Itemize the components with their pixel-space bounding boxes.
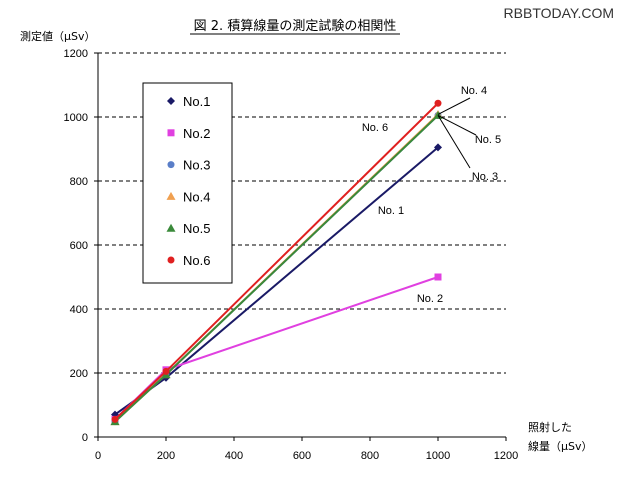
annotation-label-no3: No. 3 xyxy=(472,171,498,183)
x-axis-label-line2: 線量（μSv） xyxy=(528,439,593,453)
x-tick-label-600: 600 xyxy=(293,450,311,462)
y-tick-label-1000: 1000 xyxy=(64,112,88,124)
data-point-no2-2 xyxy=(434,273,442,281)
x-tick-label-400: 400 xyxy=(225,450,243,462)
legend-marker-no1 xyxy=(167,97,175,105)
x-tick-label-1200: 1200 xyxy=(494,450,518,462)
x-tick-label-1000: 1000 xyxy=(426,450,450,462)
y-tick-label-1200: 1200 xyxy=(64,48,88,60)
x-tick-label-0: 0 xyxy=(95,450,101,462)
legend-marker-no3 xyxy=(167,161,175,169)
data-point-no6-1 xyxy=(162,367,170,375)
annotation-label-no6: No. 6 xyxy=(362,122,388,134)
legend-marker-no2 xyxy=(167,129,175,137)
y-axis-label: 測定値（μSv） xyxy=(20,29,96,43)
legend-label-no1: No.1 xyxy=(183,94,210,109)
legend-label-no5: No.5 xyxy=(183,221,210,236)
annotation-label-no4: No. 4 xyxy=(461,85,487,97)
x-axis-label-line1: 照射した xyxy=(528,420,572,434)
series-lines xyxy=(110,99,443,426)
y-tick-label-0: 0 xyxy=(82,432,88,444)
annotation-label-no5: No. 5 xyxy=(475,134,501,146)
series-line-no2 xyxy=(114,276,439,421)
y-tick-label-600: 600 xyxy=(70,240,88,252)
legend-label-no2: No.2 xyxy=(183,126,210,141)
watermark: RBBTODAY.COM xyxy=(504,5,614,21)
y-tick-label-400: 400 xyxy=(70,304,88,316)
y-tick-label-800: 800 xyxy=(70,176,88,188)
chart-title: 図 2. 積算線量の測定試験の相関性 xyxy=(194,18,397,34)
legend-marker-no4 xyxy=(166,191,176,200)
legend-label-no6: No.6 xyxy=(183,253,210,268)
axes: 0 200 400 600 800 1000 1200 0 200 400 600 800 1000 12… xyxy=(64,48,519,462)
legend: No.1 No.2 No.3 No.4 No.5 No.6 xyxy=(142,82,233,284)
data-point-no6-2 xyxy=(434,99,442,107)
annotation-leader-no5 xyxy=(437,114,477,136)
annotation-label-no2: No. 2 xyxy=(417,293,443,305)
legend-marker-no5 xyxy=(166,223,176,232)
annotations: No. 4 No. 6 No. 5 No. 3 No. 1 No. 2 xyxy=(362,85,501,305)
legend-box xyxy=(142,82,233,284)
annotation-leader-no4 xyxy=(437,97,471,115)
x-tick-label-200: 200 xyxy=(157,450,175,462)
data-point-no6-0 xyxy=(111,415,119,423)
data-point-no1-2 xyxy=(434,143,442,152)
legend-label-no4: No.4 xyxy=(183,189,210,204)
legend-label-no3: No.3 xyxy=(183,158,210,173)
annotation-label-no1: No. 1 xyxy=(378,205,404,217)
legend-marker-no6 xyxy=(167,256,175,264)
x-tick-label-800: 800 xyxy=(361,450,379,462)
annotation-leader-no3 xyxy=(437,115,471,169)
y-tick-label-200: 200 xyxy=(70,368,88,380)
